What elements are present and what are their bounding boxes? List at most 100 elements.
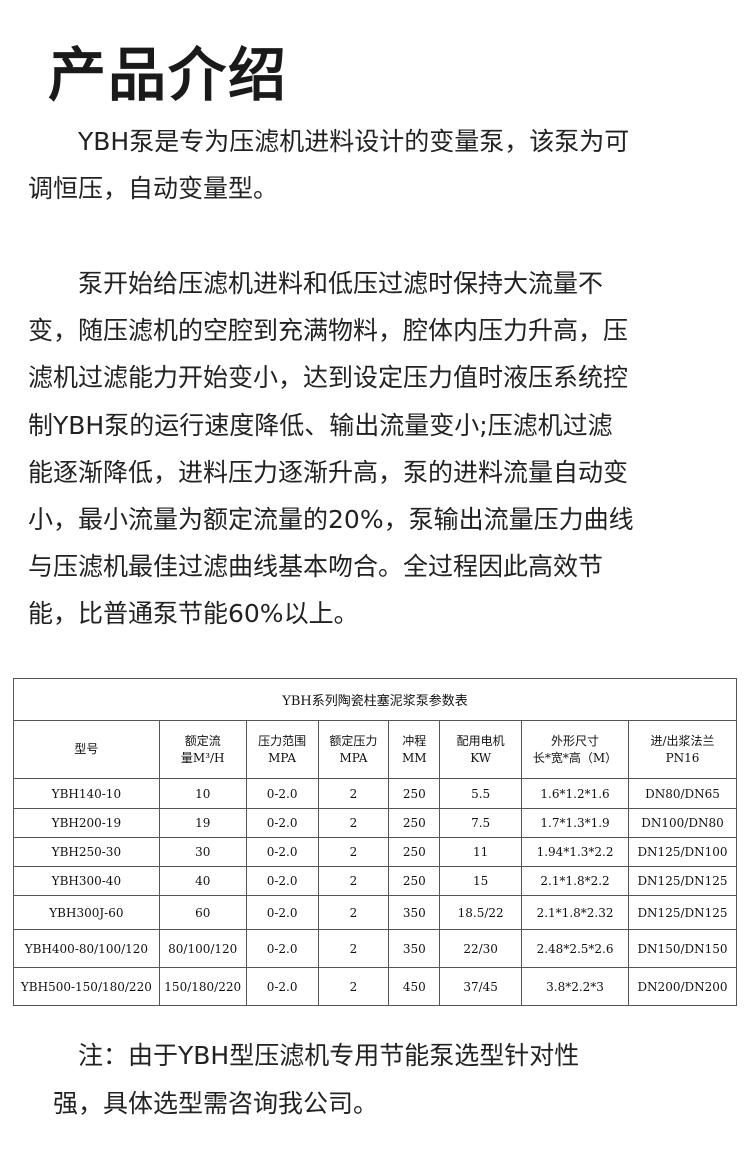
table-cell: 18.5/22	[439, 895, 523, 930]
column-header-line: 额定流	[184, 733, 221, 748]
table-cell: 350	[388, 929, 441, 968]
table-row: YBH250-30 30 0-2.0 2 250 11 1.94*1.3*2.2 DN125/…	[13, 837, 738, 867]
table-cell: 350	[388, 895, 441, 930]
table-cell: 1.6*1.2*1.6	[521, 778, 629, 809]
table-cell: YBH140-10	[13, 778, 160, 809]
table-cell: 2	[317, 778, 390, 809]
column-header: 冲程 MM	[388, 720, 441, 779]
note-paragraph: 注：由于YBH型压滤机专用节能泵选型针对性 强，具体选型需咨询我公司。	[28, 1032, 728, 1128]
table-cell: 2.1*1.8*2.2	[521, 866, 629, 896]
table-cell: YBH500-150/180/220	[13, 967, 160, 1006]
table-cell: 2	[317, 808, 390, 838]
table-cell: 0-2.0	[245, 866, 319, 896]
column-header-line: KW	[470, 750, 492, 765]
column-header: 额定流量M³/H	[158, 720, 247, 779]
text-line: 调恒压，自动变量型。	[28, 174, 279, 203]
parameter-table: YBH系列陶瓷柱塞泥浆泵参数表 型号 额定流量M³/H 压力范围 MPA 额定压力 MPA…	[13, 678, 738, 1006]
table-cell: DN150/DN150	[627, 929, 738, 968]
table-cell: 150/180/220	[158, 967, 247, 1006]
table-cell: 250	[388, 837, 441, 867]
table-cell: 0-2.0	[245, 895, 319, 930]
table-cell: 250	[388, 866, 441, 896]
table-cell: 2.48*2.5*2.6	[521, 929, 629, 968]
table-cell: 22/30	[439, 929, 523, 968]
column-header-line: PN16	[665, 750, 700, 765]
table-caption: YBH系列陶瓷柱塞泥浆泵参数表	[13, 678, 737, 721]
text-line: 制YBH泵的运行速度降低、输出流量变小;压滤机过滤	[28, 410, 613, 440]
table-cell: 5.5	[439, 778, 523, 809]
table-cell: 0-2.0	[245, 837, 319, 867]
column-header-line: 额定压力	[329, 733, 378, 748]
table-cell: 2.1*1.8*2.32	[521, 895, 629, 930]
table-cell: DN125/DN125	[627, 866, 738, 896]
text-line: YBH泵是专为压滤机进料设计的变量泵，该泵为可	[28, 127, 630, 156]
text-line: 能逐渐降低，进料压力逐渐升高，泵的进料流量自动变	[28, 457, 629, 487]
column-header-line: 型号	[74, 742, 99, 756]
column-header: 压力范围 MPA	[245, 720, 319, 779]
table-cell: YBH200-19	[13, 808, 160, 838]
table-cell: 2	[317, 967, 390, 1006]
column-header-line: 长*宽*高（M）	[532, 750, 618, 765]
table-row: YBH400-80/100/120 80/100/120 0-2.0 2 350 22/3…	[13, 929, 738, 968]
column-header-line: 压力范围	[258, 733, 307, 748]
column-header-line: MPA	[339, 750, 368, 765]
process-paragraph: 泵开始给压滤机进料和低压过滤时保持大流量不 变，随压滤机的空腔到充满物料，腔体内压…	[28, 260, 728, 638]
page-title: 产品介绍	[48, 41, 289, 109]
table-cell: 0-2.0	[245, 967, 319, 1006]
table-cell: 1.94*1.3*2.2	[521, 837, 629, 867]
table-cell: YBH400-80/100/120	[13, 929, 160, 968]
column-header-line: 冲程	[402, 733, 427, 748]
table-cell: 15	[439, 866, 523, 896]
table-cell: 1.7*1.3*1.9	[521, 808, 629, 838]
column-header-line: MPA	[268, 750, 297, 765]
column-header: 型号	[13, 720, 160, 779]
column-header-line: 进/出浆法兰	[650, 733, 715, 748]
column-header-line: MM	[402, 750, 427, 765]
table-cell: 40	[158, 866, 247, 896]
table-cell: 3.8*2.2*3	[521, 967, 629, 1006]
text-line: 泵开始给压滤机进料和低压过滤时保持大流量不	[28, 269, 604, 298]
table-cell: 37/45	[439, 967, 523, 1006]
table-cell: DN200/DN200	[627, 967, 738, 1006]
table-cell: 250	[388, 778, 441, 809]
text-line: 小，最小流量为额定流量的20%，泵输出流量压力曲线	[28, 505, 634, 535]
column-header-line: 配用电机	[456, 733, 505, 748]
table-cell: YBH300J-60	[13, 895, 160, 930]
text-line: 与压滤机最佳过滤曲线基本吻合。全过程因此高效节	[28, 552, 604, 582]
table-cell: 0-2.0	[245, 778, 319, 809]
table-cell: DN125/DN125	[627, 895, 738, 930]
table-cell: 60	[158, 895, 247, 930]
table-cell: 2	[317, 837, 390, 867]
table-cell: 19	[158, 808, 247, 838]
column-header: 额定压力 MPA	[317, 720, 390, 779]
table-row: YBH500-150/180/220 150/180/220 0-2.0 2 450 37…	[13, 967, 738, 1006]
table-row: YBH300J-60 60 0-2.0 2 350 18.5/22 2.1*1.8*2.32…	[13, 895, 738, 930]
table-cell: DN80/DN65	[627, 778, 738, 809]
column-header: 配用电机 KW	[439, 720, 523, 779]
table-cell: YBH300-40	[13, 866, 160, 896]
table-cell: 0-2.0	[245, 808, 319, 838]
table-cell: 450	[388, 967, 441, 1006]
table-cell: DN100/DN80	[627, 808, 738, 838]
table-cell: 30	[158, 837, 247, 867]
column-header: 外形尺寸长*宽*高（M）	[521, 720, 629, 779]
table-cell: 10	[158, 778, 247, 809]
text-line: 能，比普通泵节能60%以上。	[28, 599, 359, 629]
column-header-line: 量M³/H	[180, 750, 225, 765]
table-cell: DN125/DN100	[627, 837, 738, 867]
table-row: YBH140-10 10 0-2.0 2 250 5.5 1.6*1.2*1.6 DN80/D…	[13, 778, 738, 809]
text-line: 变，随压滤机的空腔到充满物料，腔体内压力升高，压	[28, 316, 629, 346]
column-header-line: 外形尺寸	[551, 733, 600, 748]
table-cell: 0-2.0	[245, 929, 319, 968]
table-cell: 250	[388, 808, 441, 838]
column-header: 进/出浆法兰 PN16	[627, 720, 738, 779]
table-cell: 2	[317, 866, 390, 896]
table-cell: YBH250-30	[13, 837, 160, 867]
text-line: 强，具体选型需咨询我公司。	[28, 1089, 379, 1118]
table-cell: 11	[439, 837, 523, 867]
table-row: YBH300-40 40 0-2.0 2 250 15 2.1*1.8*2.2 DN125/D…	[13, 866, 738, 896]
table-row: YBH200-19 19 0-2.0 2 250 7.5 1.7*1.3*1.9 DN100/…	[13, 808, 738, 838]
table-header-row: 型号 额定流量M³/H 压力范围 MPA 额定压力 MPA 冲程 MM 配用电机 KW 外形尺寸长*…	[13, 720, 738, 779]
intro-paragraph: YBH泵是专为压滤机进料设计的变量泵，该泵为可 调恒压，自动变量型。	[28, 118, 728, 212]
